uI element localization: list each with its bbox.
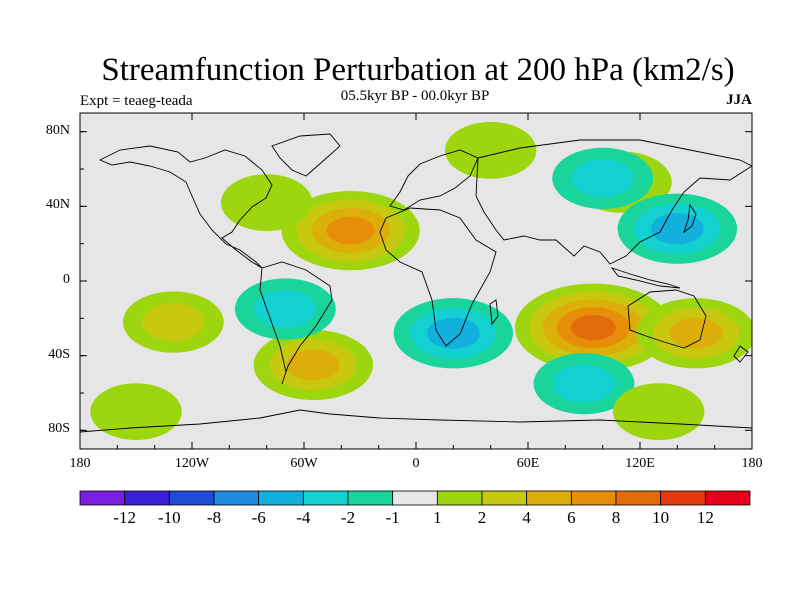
lon-label-0: 0: [412, 456, 420, 471]
coastline-antarctica: [80, 409, 752, 433]
coastline-south-america: [259, 261, 333, 385]
contour-positive-0-3: [326, 216, 375, 245]
lon-label-60E: 60E: [516, 456, 540, 471]
period-label: 05.5kyr BP - 00.0kyr BP: [340, 88, 490, 104]
contour-positive-3-2: [286, 349, 340, 381]
coastline-north-america: [98, 145, 273, 269]
colorbar-label: -2: [340, 508, 356, 527]
colorbar-box: [436, 490, 483, 506]
colorbar-box: [704, 490, 751, 506]
lon-label-180: 180: [69, 456, 91, 471]
colorbar-label: -8: [206, 508, 222, 527]
contour-positive-1-0: [220, 174, 313, 232]
contour-negative-8-2: [650, 213, 704, 245]
coastline-madagascar: [489, 299, 499, 326]
contour-positive-2-1: [142, 303, 205, 341]
contour-negative-12-1: [553, 364, 615, 403]
lat-label-0: 0: [63, 272, 70, 287]
colorbar-label: 6: [567, 508, 576, 527]
colorbar-box: [570, 490, 617, 506]
colorbar-box: [660, 490, 706, 506]
colorbar-label: 4: [522, 508, 531, 527]
colorbar-box: [79, 490, 126, 506]
coastline-australia: [627, 289, 707, 349]
colorbar-box: [392, 490, 438, 506]
colorbar-box: [258, 490, 304, 506]
colorbar-box: [615, 490, 662, 506]
colorbar-label: -10: [157, 508, 181, 527]
contour-positive-6-0: [444, 121, 537, 179]
coastline-asia: [475, 139, 752, 265]
lat-label-80S: 80S: [48, 421, 70, 437]
lon-label-120W: 120W: [174, 456, 210, 471]
colorbar-label: -6: [251, 508, 266, 527]
colorbar-label: 8: [611, 508, 621, 527]
lon-label-180: 180: [741, 456, 763, 471]
coastlines: [80, 133, 752, 433]
contour-negative-9-2: [426, 317, 480, 349]
coastline-japan: [683, 203, 697, 234]
contour-positive-5-2: [669, 317, 723, 349]
colorbar-label: -1: [385, 508, 400, 527]
colorbar-label: -12: [113, 508, 136, 527]
figure-title: Streamfunction Perturbation at 200 hPa (…: [101, 52, 735, 88]
axis-ticks: [79, 113, 753, 449]
colorbar-box: [302, 490, 349, 506]
coastline-new-zealand: [733, 345, 749, 363]
colorbar-label: 1: [433, 508, 442, 527]
colorbar-box: [124, 490, 170, 506]
contour-positive-14-0: [90, 383, 182, 441]
colorbar-label: -4: [296, 508, 311, 527]
colorbar-label: 12: [696, 508, 714, 527]
colorbar: [79, 490, 751, 506]
lat-label-80N: 80N: [45, 122, 70, 138]
lon-label-120E: 120E: [625, 456, 655, 471]
coastline-africa: [379, 207, 497, 347]
lat-label-40S: 40S: [48, 346, 70, 362]
contour-negative-11-1: [571, 159, 634, 198]
contour-negative-10-1: [254, 290, 317, 328]
lat-label-40N: 40N: [45, 197, 70, 213]
season-label: JJA: [726, 92, 752, 108]
colorbar-box: [347, 490, 394, 506]
streamfunction-field: [90, 121, 752, 441]
coastline-indonesia: [610, 267, 681, 289]
colorbar-box: [168, 490, 215, 506]
lon-label-60W: 60W: [290, 456, 318, 471]
colorbar-label: 10: [652, 508, 670, 527]
colorbar-box: [526, 490, 572, 506]
contour-positive-4-4: [570, 315, 616, 341]
colorbar-label: 2: [477, 508, 487, 527]
coastline-greenland: [271, 133, 341, 177]
experiment-label: Expt = teaeg-teada: [80, 93, 193, 109]
colorbar-box: [481, 490, 528, 506]
contour-positive-13-0: [612, 383, 705, 441]
colorbar-box: [213, 490, 260, 506]
